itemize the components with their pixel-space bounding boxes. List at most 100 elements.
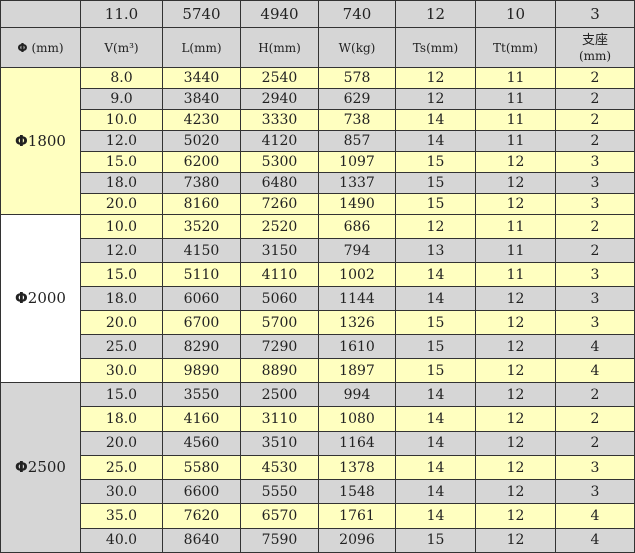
cell: 10 <box>475 0 556 28</box>
table-row: 20.0 6700 5700 1326 15 12 3 <box>0 310 635 335</box>
table-row: 20.0 4560 3510 1164 14 12 2 <box>0 430 635 456</box>
cell: 12 <box>475 334 556 359</box>
cell: 11.0 <box>80 0 163 28</box>
table-row: Φ2500 15.0 3550 2500 994 14 12 2 <box>0 381 635 553</box>
cell: 3440 <box>162 67 241 89</box>
cell: 14 <box>395 503 476 529</box>
header-weight: W(kg) <box>318 27 396 68</box>
cell: 11 <box>475 238 556 263</box>
cell: 12 <box>475 286 556 311</box>
header-row: Φ (mm) V(m³) L(mm) H(mm) W(kg) Ts(mm) Tt… <box>0 27 635 68</box>
cell: 14 <box>395 454 476 481</box>
cell: 1548 <box>318 479 396 505</box>
cell: 1002 <box>318 262 396 287</box>
table-row: 20.0 8160 7260 1490 15 12 3 <box>0 193 635 215</box>
cell: 15.0 <box>80 262 163 287</box>
header-height: H(mm) <box>240 27 319 68</box>
cell: 686 <box>318 214 396 239</box>
cell: 20.0 <box>80 193 163 215</box>
cell: 15 <box>395 358 476 383</box>
cell: 13 <box>395 238 476 263</box>
header-length: L(mm) <box>162 27 241 68</box>
cell: 15.0 <box>80 381 163 408</box>
cell: 1610 <box>318 334 396 359</box>
cell: 4 <box>555 503 635 529</box>
cell: 4560 <box>162 430 241 456</box>
table-row: 15.0 5110 4110 1002 14 11 3 <box>0 262 635 287</box>
cell: 14 <box>395 430 476 456</box>
cell: 12 <box>475 381 556 408</box>
cell: 30.0 <box>80 358 163 383</box>
group-label: Φ2000 <box>0 214 81 383</box>
header-diameter: Φ (mm) <box>0 27 81 68</box>
cell: 14 <box>395 479 476 505</box>
cell: 12 <box>475 430 556 456</box>
cell: 15 <box>395 151 476 173</box>
cell: 2 <box>555 381 635 408</box>
cell: 11 <box>475 67 556 89</box>
cell: 2520 <box>240 214 319 239</box>
cell: 1326 <box>318 310 396 335</box>
table-row: 15.0 6200 5300 1097 15 12 3 <box>0 151 635 173</box>
cell: 10.0 <box>80 214 163 239</box>
cell: 8290 <box>162 334 241 359</box>
cell: 1378 <box>318 454 396 481</box>
cell: 4160 <box>162 406 241 432</box>
cell: 2940 <box>240 88 319 110</box>
top-row: 11.0 5740 4940 740 12 10 3 <box>0 0 635 28</box>
cell: 6480 <box>240 172 319 194</box>
cell: 2 <box>555 130 635 152</box>
cell: 15 <box>395 527 476 553</box>
cell: 12 <box>395 214 476 239</box>
cell: 738 <box>318 109 396 131</box>
cell: 12 <box>475 151 556 173</box>
cell: 25.0 <box>80 454 163 481</box>
table-row: 25.0 8290 7290 1610 15 12 4 <box>0 334 635 359</box>
cell: 12.0 <box>80 130 163 152</box>
table-row: 35.0 7620 6570 1761 14 12 4 <box>0 503 635 529</box>
cell: 3510 <box>240 430 319 456</box>
table-row: 18.0 6060 5060 1144 14 12 3 <box>0 286 635 311</box>
cell: 4150 <box>162 238 241 263</box>
cell: 15 <box>395 310 476 335</box>
table-row: 30.0 9890 8890 1897 15 12 4 <box>0 358 635 383</box>
phi-symbol: Φ <box>15 131 28 150</box>
cell: 8160 <box>162 193 241 215</box>
cell: 8890 <box>240 358 319 383</box>
cell: 4110 <box>240 262 319 287</box>
cell: 6700 <box>162 310 241 335</box>
cell: 4530 <box>240 454 319 481</box>
cell: 7620 <box>162 503 241 529</box>
cell: 1164 <box>318 430 396 456</box>
cell: 5110 <box>162 262 241 287</box>
cell: 857 <box>318 130 396 152</box>
cell: 1097 <box>318 151 396 173</box>
cell: 3 <box>555 151 635 173</box>
cell: 12 <box>475 358 556 383</box>
cell: 3520 <box>162 214 241 239</box>
cell: 7590 <box>240 527 319 553</box>
cell: 20.0 <box>80 430 163 456</box>
group-label: Φ2500 <box>0 381 81 553</box>
cell: 2540 <box>240 67 319 89</box>
cell: 15 <box>395 193 476 215</box>
table-row: 18.0 7380 6480 1337 15 12 3 <box>0 172 635 194</box>
cell: 12 <box>395 0 476 28</box>
cell: 12 <box>475 479 556 505</box>
cell: 14 <box>395 130 476 152</box>
cell: 3 <box>555 479 635 505</box>
cell: 794 <box>318 238 396 263</box>
cell: 14 <box>395 262 476 287</box>
table-row: 12.0 5020 4120 857 14 11 2 <box>0 130 635 152</box>
cell: 14 <box>395 286 476 311</box>
cell: 35.0 <box>80 503 163 529</box>
cell: 6570 <box>240 503 319 529</box>
cell: 40.0 <box>80 527 163 553</box>
cell: 1337 <box>318 172 396 194</box>
group-diameter: 1800 <box>27 131 66 150</box>
cell <box>0 0 81 28</box>
cell: 5700 <box>240 310 319 335</box>
cell: 2096 <box>318 527 396 553</box>
cell: 15 <box>395 172 476 194</box>
cell: 2 <box>555 88 635 110</box>
